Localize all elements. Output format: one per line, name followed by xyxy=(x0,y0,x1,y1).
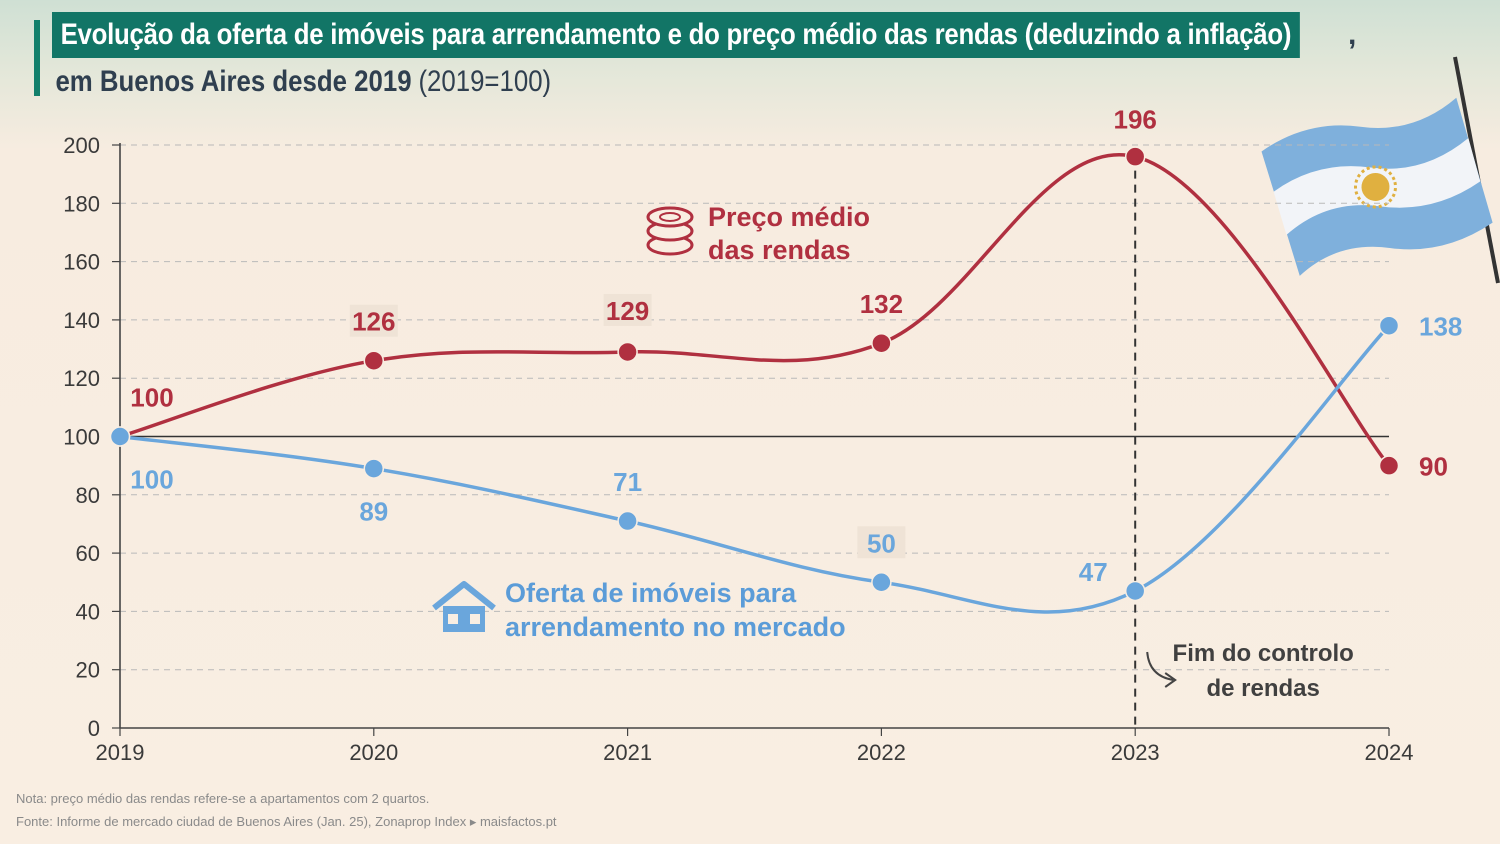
coins-stack-icon xyxy=(646,206,694,256)
supply-data-label-2021: 71 xyxy=(613,467,642,497)
series-points xyxy=(109,146,1400,602)
curved-arrow-icon xyxy=(1146,651,1174,681)
rent-data-label-2020: 126 xyxy=(352,307,395,337)
supply-point-2019 xyxy=(109,426,131,447)
rent-point-2021 xyxy=(617,341,638,363)
y-tick-label: 60 xyxy=(76,541,100,566)
flag-cloth xyxy=(1261,97,1493,276)
x-tick-label: 2020 xyxy=(349,740,398,765)
supply-point-2024 xyxy=(1378,315,1400,336)
rent-point-2020 xyxy=(363,350,385,371)
y-tick-label: 80 xyxy=(76,483,100,508)
y-tick-label: 160 xyxy=(63,250,100,275)
supply-data-label-2024: 138 xyxy=(1419,312,1462,342)
rent-point-2024 xyxy=(1378,455,1400,476)
house-window xyxy=(448,614,458,624)
annotation-text-line: de rendas xyxy=(1207,675,1320,702)
rent-series-name: das rendas xyxy=(708,235,851,265)
y-tick-label: 0 xyxy=(88,716,100,741)
rent-series-name: Preço médio xyxy=(708,202,870,232)
rent-point-2023 xyxy=(1124,146,1146,167)
supply-data-label-2020: 89 xyxy=(359,497,388,527)
arrow-head-icon xyxy=(1164,672,1177,688)
data-labels: 100 126 129 132 196 90 100 89 71 50 47 138 xyxy=(130,105,1462,587)
supply-point-2021 xyxy=(617,510,638,532)
chart-subtitle-base: (2019=100) xyxy=(418,65,552,98)
supply-series-name: arrendamento no mercado xyxy=(505,612,846,642)
rent-series-line xyxy=(118,153,1391,468)
rent-data-label-2021: 129 xyxy=(606,296,649,326)
supply-point-2020 xyxy=(363,458,385,479)
series-lines xyxy=(118,153,1391,614)
title-accent-bar xyxy=(34,20,40,96)
supply-data-label-2022: 50 xyxy=(867,528,896,558)
coin xyxy=(646,206,694,228)
chart-title-end: , xyxy=(1348,18,1357,51)
x-tick-label: 2024 xyxy=(1365,740,1414,765)
y-tick-label: 120 xyxy=(63,366,100,391)
supply-label-bg xyxy=(857,526,906,559)
rent-label-bg xyxy=(603,293,652,326)
supply-data-label-2019: 100 xyxy=(130,465,173,495)
rent-data-label-2024: 90 xyxy=(1419,452,1448,482)
rent-data-label-2023: 196 xyxy=(1114,105,1157,135)
annotation-text-line: Fim do controlo xyxy=(1173,640,1354,667)
x-tick-label: 2019 xyxy=(96,740,145,765)
argentina-flag-icon xyxy=(1261,56,1500,284)
supply-point-2023 xyxy=(1124,580,1146,602)
y-tick-label: 180 xyxy=(63,191,100,216)
y-tick-label: 40 xyxy=(76,599,100,624)
chart-subtitle-bold: em Buenos Aires desde 2019 xyxy=(55,65,412,98)
rent-label-bg xyxy=(349,304,398,337)
chart-subtitle: em Buenos Aires desde 2019 (2019=100) xyxy=(52,62,555,102)
chart-title: Evolução da oferta de imóveis para arren… xyxy=(52,12,1300,58)
supply-data-label-2023: 47 xyxy=(1079,557,1108,587)
footer-note: Nota: preço médio das rendas refere-se a… xyxy=(16,791,430,806)
supply-series-name: Oferta de imóveis para xyxy=(505,578,797,608)
house-window xyxy=(470,614,480,624)
rent-control-annotation: Fim do controlo de rendas xyxy=(1134,156,1354,728)
rent-data-label-2019: 100 xyxy=(130,383,173,413)
supply-point-2022 xyxy=(871,572,892,593)
y-tick-label: 100 xyxy=(63,425,100,450)
coin-center xyxy=(659,212,681,222)
rent-point-2022 xyxy=(871,332,892,354)
y-tick-label: 20 xyxy=(76,658,100,683)
x-tick-label: 2023 xyxy=(1111,740,1160,765)
y-tick-label: 140 xyxy=(63,308,100,333)
house-icon xyxy=(432,581,496,632)
y-tick-label: 200 xyxy=(63,133,100,158)
grid-lines xyxy=(120,144,1389,671)
footer-source: Fonte: Informe de mercado ciudad de Buen… xyxy=(16,814,557,829)
supply-series-line xyxy=(118,323,1391,614)
axis-ticks: 0 20 40 60 80 100 120 140 160 180 200 2019 2020 2021 2… xyxy=(63,133,1413,765)
rent-data-label-2022: 132 xyxy=(860,289,903,319)
x-tick-label: 2021 xyxy=(603,740,652,765)
x-tick-label: 2022 xyxy=(857,740,906,765)
house-roof xyxy=(432,581,496,611)
